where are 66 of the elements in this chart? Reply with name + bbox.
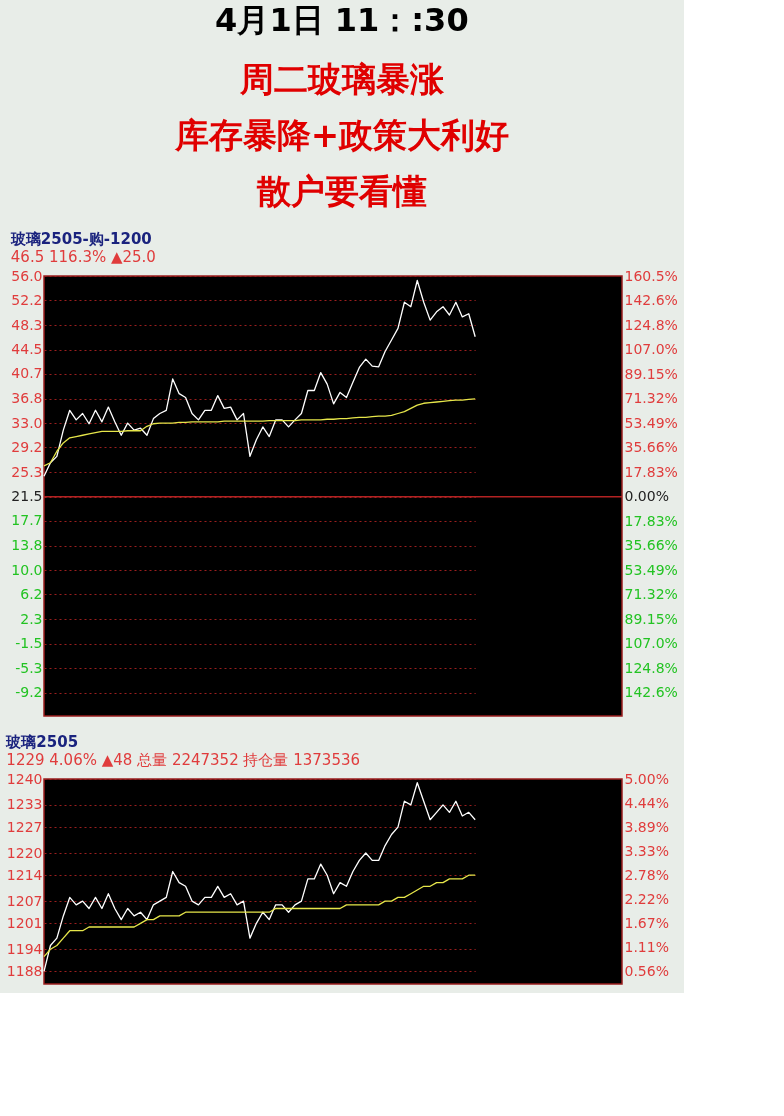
y2-tick-label: 160.5% (624, 267, 678, 284)
y-tick-label: 17.7 (11, 512, 43, 529)
y2-tick-label: 35.66% (624, 537, 678, 554)
y-tick-label: 33.0 (11, 414, 43, 431)
y-tick-label: 1227 (6, 818, 43, 835)
text: 4月1日 11：:30 (215, 1, 469, 40)
chart-subtitle: 1229 4.06% ▲48 总量 2247352 持仓量 1373536 (6, 751, 361, 769)
y-tick-label: 2.3 (20, 610, 43, 627)
y2-tick-label: 35.66% (624, 439, 678, 456)
text: 周二玻璃暴涨 (238, 59, 445, 100)
line-series (43, 398, 476, 467)
y-tick-label: 1194 (6, 940, 43, 957)
y2-tick-label: 124.8% (624, 316, 678, 333)
y-tick-label: 1188 (6, 962, 43, 979)
chart-title: 玻璃2505 (5, 733, 79, 751)
y2-tick-label: 71.32% (624, 390, 678, 407)
y-tick-label: 13.8 (11, 537, 43, 554)
y2-tick-label: 4.44% (624, 794, 669, 811)
y-tick-label: 52.2 (11, 291, 43, 308)
y-tick-label: 10.0 (11, 561, 43, 578)
y2-tick-label: 3.89% (624, 818, 669, 835)
y2-tick-label: 142.6% (624, 684, 678, 701)
y2-tick-label: 2.22% (624, 890, 669, 907)
y2-tick-label: 71.32% (624, 586, 678, 603)
text: 库存暴降+政策大利好 (173, 115, 510, 156)
y2-tick-label: 107.0% (624, 635, 678, 652)
y-tick-label: 1220 (6, 844, 43, 861)
y-tick-label: 21.5 (11, 488, 43, 505)
y2-tick-label: 17.83% (624, 463, 678, 480)
y2-tick-label: 2.78% (624, 866, 669, 883)
y-tick-label: 48.3 (11, 316, 43, 333)
y-tick-label: 29.2 (11, 438, 43, 455)
y2-tick-label: 1.11% (624, 939, 669, 956)
y2-tick-label: 1.67% (624, 914, 669, 931)
line-series (43, 874, 476, 958)
y2-tick-label: 5.00% (624, 770, 669, 787)
y-tick-label: -9.2 (15, 684, 43, 701)
y2-tick-label: 107.0% (624, 341, 678, 358)
chart-subtitle: 46.5 116.3% ▲25.0 (10, 248, 156, 266)
y-tick-label: 40.7 (11, 365, 43, 382)
y2-tick-label: 53.49% (624, 414, 678, 431)
y2-tick-label: 3.33% (624, 842, 669, 859)
y-tick-label: 1214 (6, 866, 43, 883)
y-tick-label: -5.3 (15, 659, 43, 676)
y-tick-label: 1201 (6, 914, 43, 931)
chart-title: 玻璃2505-购-1200 (9, 230, 152, 248)
y-tick-label: 56.0 (11, 267, 43, 284)
line-series (43, 279, 476, 477)
y2-tick-label: 124.8% (624, 659, 678, 676)
y-tick-label: 1233 (6, 796, 43, 813)
y-tick-label: 1240 (6, 770, 43, 787)
line-series (43, 782, 476, 973)
y-tick-label: 1207 (6, 892, 43, 909)
y2-tick-label: 142.6% (624, 292, 678, 309)
y2-tick-label: 0.56% (624, 962, 669, 979)
y-tick-label: -1.5 (15, 635, 43, 652)
y2-tick-label: 89.15% (624, 365, 678, 382)
y-tick-label: 36.8 (11, 390, 43, 407)
y-tick-label: 44.5 (11, 341, 43, 358)
y2-tick-label: 53.49% (624, 561, 678, 578)
y-tick-label: 6.2 (20, 585, 43, 602)
text: 散户要看懂 (255, 171, 427, 212)
y2-tick-label: 17.83% (624, 512, 678, 529)
y-tick-label: 25.3 (11, 463, 43, 480)
y2-tick-label: 89.15% (624, 610, 678, 627)
y2-tick-label: 0.00% (624, 488, 669, 505)
